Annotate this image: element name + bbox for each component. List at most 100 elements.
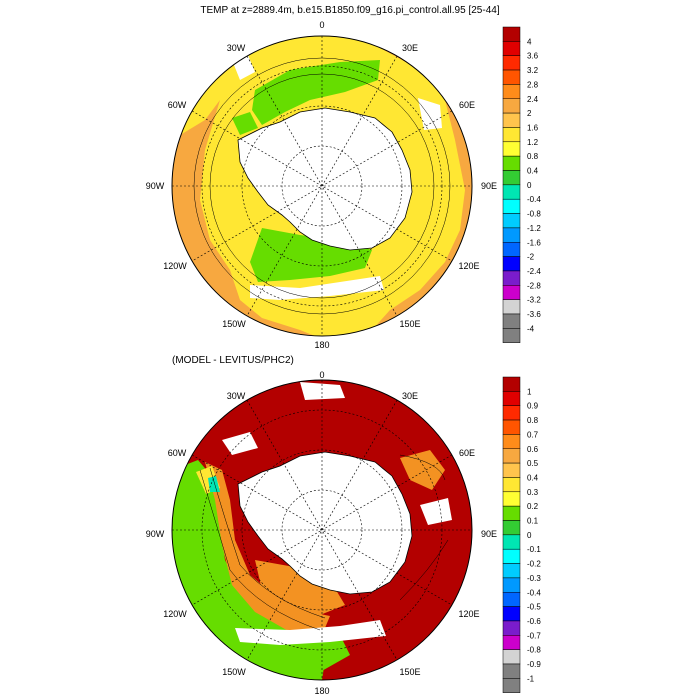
bottom-lon-60w: 60W bbox=[168, 448, 187, 458]
bottom-colorbar-label: -0.1 bbox=[527, 545, 541, 554]
bottom-colorbar-label: 0.3 bbox=[527, 488, 539, 497]
bottom-antarctica bbox=[237, 451, 413, 595]
bottom-lon-0: 0 bbox=[319, 370, 324, 380]
top-cool-patch-small bbox=[232, 112, 258, 135]
bottom-colorbar-label: -0.9 bbox=[527, 660, 541, 669]
top-colorbar-box-8 bbox=[502, 141, 521, 157]
top-colorbar-box-1 bbox=[502, 41, 521, 56]
bottom-lon-30w: 30W bbox=[227, 391, 246, 401]
bottom-colorbar-label: 0.4 bbox=[527, 473, 539, 482]
top-colorbar-box-21 bbox=[502, 328, 521, 343]
bottom-colorbar-label: -0.2 bbox=[527, 560, 541, 569]
top-colorbar-label: -2.8 bbox=[527, 281, 541, 290]
top-colorbar: 4 3.6 3.2 2.8 2.4 2 1.6 1.2 0.8 0.4 0 -0.4 -0.8 -1.2 -… bbox=[502, 26, 541, 343]
bottom-colorbar-label: -0.6 bbox=[527, 617, 541, 626]
bottom-missing-patch-2 bbox=[222, 432, 258, 455]
top-colorbar-label: -4 bbox=[527, 324, 535, 333]
top-colorbar-label: -0.8 bbox=[527, 210, 541, 219]
top-longitude-labels: 0 30E 60E 90E 120E 150E 180 150W 120W 90… bbox=[146, 20, 497, 350]
bottom-colorbar-box-21 bbox=[502, 678, 521, 693]
top-colorbar-box-19 bbox=[502, 299, 521, 315]
bottom-lon-90w: 90W bbox=[146, 529, 165, 539]
bottom-colorbar-box-2 bbox=[502, 405, 521, 421]
bottom-colorbar-box-19 bbox=[502, 649, 521, 665]
bottom-graticule bbox=[172, 380, 472, 680]
top-lon-30e: 30E bbox=[402, 43, 418, 53]
top-colorbar-label: -3.6 bbox=[527, 310, 541, 319]
bottom-colorbar-box-20 bbox=[502, 663, 521, 679]
top-colorbar-box-4 bbox=[502, 84, 521, 100]
bottom-colorbar-box-18 bbox=[502, 635, 521, 650]
bottom-colorbar-box-14 bbox=[502, 577, 521, 593]
top-colorbar-label: 4 bbox=[527, 37, 532, 46]
top-colorbar-box-9 bbox=[502, 155, 521, 171]
top-colorbar-box-18 bbox=[502, 285, 521, 300]
bottom-colorbar-label: -0.8 bbox=[527, 646, 541, 655]
top-lon-90w: 90W bbox=[146, 181, 165, 191]
bottom-lon-120e: 120E bbox=[458, 609, 479, 619]
top-warm-band-west bbox=[172, 100, 320, 336]
bottom-map-border bbox=[171, 379, 473, 681]
bottom-colorbar-box-8 bbox=[502, 491, 521, 507]
bottom-colorbar-label: 1 bbox=[527, 387, 532, 396]
top-colorbar-box-2 bbox=[502, 55, 521, 71]
bottom-colorbar-box-10 bbox=[502, 520, 521, 536]
bottom-colorbar-box-17 bbox=[502, 620, 521, 636]
top-graticule bbox=[172, 36, 472, 336]
bottom-colorbar-box-13 bbox=[502, 563, 521, 579]
bottom-colorbar-box-15 bbox=[502, 592, 521, 607]
bottom-colorbar-label: -1 bbox=[527, 674, 535, 683]
bottom-lon-120w: 120W bbox=[163, 609, 187, 619]
top-lon-150w: 150W bbox=[222, 319, 246, 329]
top-antarctica bbox=[237, 107, 413, 251]
top-colorbar-box-12 bbox=[502, 198, 521, 214]
bottom-colorbar-label: 0 bbox=[527, 531, 532, 540]
top-map bbox=[172, 36, 472, 336]
bottom-colorbar-label: 0.6 bbox=[527, 445, 539, 454]
top-colorbar-box-14 bbox=[502, 227, 521, 243]
bottom-colorbar-label: 0.8 bbox=[527, 416, 539, 425]
bottom-colorbar-box-0 bbox=[502, 376, 521, 392]
top-colorbar-label: 0.4 bbox=[527, 167, 539, 176]
top-lon-0: 0 bbox=[319, 20, 324, 30]
bottom-lon-60e: 60E bbox=[459, 448, 475, 458]
top-colorbar-box-6 bbox=[502, 112, 521, 128]
bottom-colorbar-box-4 bbox=[502, 434, 521, 449]
top-colorbar-label: -1.2 bbox=[527, 224, 541, 233]
bottom-colorbar-box-16 bbox=[502, 606, 521, 622]
top-lon-180: 180 bbox=[314, 340, 329, 350]
bottom-colorbar-box-12 bbox=[502, 548, 521, 564]
top-colorbar-label: 1.2 bbox=[527, 138, 539, 147]
top-colorbar-box-15 bbox=[502, 242, 521, 257]
top-colorbar-box-10 bbox=[502, 170, 521, 186]
bottom-missing-patch-3 bbox=[420, 498, 452, 525]
bottom-colorbar-label: -0.5 bbox=[527, 603, 541, 612]
top-colorbar-label: 2.8 bbox=[527, 80, 539, 89]
top-colorbar-label: 3.2 bbox=[527, 66, 539, 75]
top-lon-120e: 120E bbox=[458, 261, 479, 271]
top-colorbar-label: 2.4 bbox=[527, 95, 539, 104]
bottom-lon-150e: 150E bbox=[399, 667, 420, 677]
top-colorbar-label: 1.6 bbox=[527, 123, 539, 132]
top-lon-30w: 30W bbox=[227, 43, 246, 53]
top-colorbar-box-17 bbox=[502, 270, 521, 286]
bottom-colorbar-label: -0.3 bbox=[527, 574, 541, 583]
bottom-lon-180: 180 bbox=[314, 686, 329, 696]
bottom-panel-title: (MODEL - LEVITUS/PHC2) bbox=[172, 355, 294, 366]
bottom-orange-east bbox=[400, 450, 445, 490]
top-cool-patch-atlantic bbox=[252, 60, 380, 125]
bottom-colorbar-box-6 bbox=[502, 462, 521, 478]
bottom-orange-ross bbox=[255, 560, 345, 615]
top-colorbar-label: 0.8 bbox=[527, 152, 539, 161]
top-lon-120w: 120W bbox=[163, 261, 187, 271]
bottom-orange-west bbox=[205, 462, 330, 640]
top-colorbar-label: -1.6 bbox=[527, 238, 541, 247]
bottom-colorbar-label: 0.5 bbox=[527, 459, 539, 468]
top-lon-60w: 60W bbox=[168, 100, 187, 110]
top-map-border bbox=[171, 35, 473, 337]
bottom-green-south bbox=[240, 635, 350, 672]
bottom-colorbar-box-11 bbox=[502, 534, 521, 550]
top-colorbar-label: 3.6 bbox=[527, 52, 539, 61]
top-colorbar-box-5 bbox=[502, 98, 521, 114]
top-missing-patch-3 bbox=[250, 276, 384, 300]
